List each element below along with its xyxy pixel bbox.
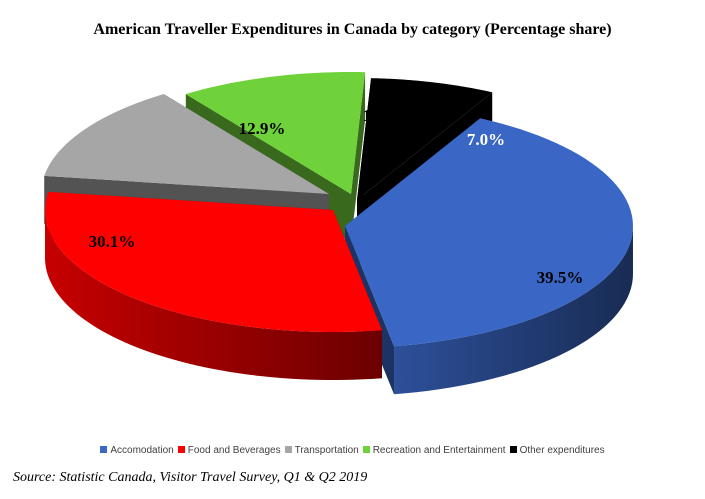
legend-item: Food and Beverages	[177, 445, 281, 456]
legend-item: Recreation and Entertainment	[362, 445, 506, 456]
legend-label: Recreation and Entertainment	[372, 445, 506, 456]
legend-item: Accomodation	[100, 445, 174, 456]
data-label-recreation-and-entertainment: 10.5%	[363, 106, 410, 125]
slice-food-and-beverages	[45, 191, 383, 332]
legend-label: Accomodation	[110, 445, 174, 456]
legend-label: Food and Beverages	[187, 445, 281, 456]
slice-rim-accomodation	[394, 225, 633, 395]
data-label-accomodation: 39.5%	[537, 268, 584, 287]
slice-rim-food-and-beverages	[45, 211, 383, 380]
data-label-food-and-beverages: 30.1%	[89, 232, 136, 251]
pie-top-group	[44, 72, 633, 347]
slice-accomodation	[345, 118, 633, 347]
chart-title: American Traveller Expenditures in Canad…	[93, 21, 612, 38]
legend-swatch	[100, 446, 108, 453]
legend-swatch	[284, 446, 292, 453]
legend-item: Other expenditures	[509, 445, 605, 456]
source-note: Source: Statistic Canada, Visitor Travel…	[13, 470, 368, 485]
legend-label: Transportation	[294, 445, 359, 456]
slice-other-expenditures	[357, 78, 493, 200]
data-label-transportation: 12.9%	[239, 119, 286, 138]
data-label-other-expenditures: 7.0%	[467, 130, 505, 149]
legend-swatch	[509, 446, 517, 453]
legend-label: Other expenditures	[519, 445, 605, 456]
slice-wall-recreation-and-entertainment	[351, 72, 366, 242]
legend-item: Transportation	[284, 445, 359, 456]
legend-swatch	[177, 446, 185, 453]
legend-swatch	[362, 446, 370, 453]
slice-recreation-and-entertainment	[185, 72, 366, 194]
chart-legend: Accomodation Food and Beverages Transporta…	[0, 445, 705, 456]
slice-transportation	[44, 94, 330, 194]
